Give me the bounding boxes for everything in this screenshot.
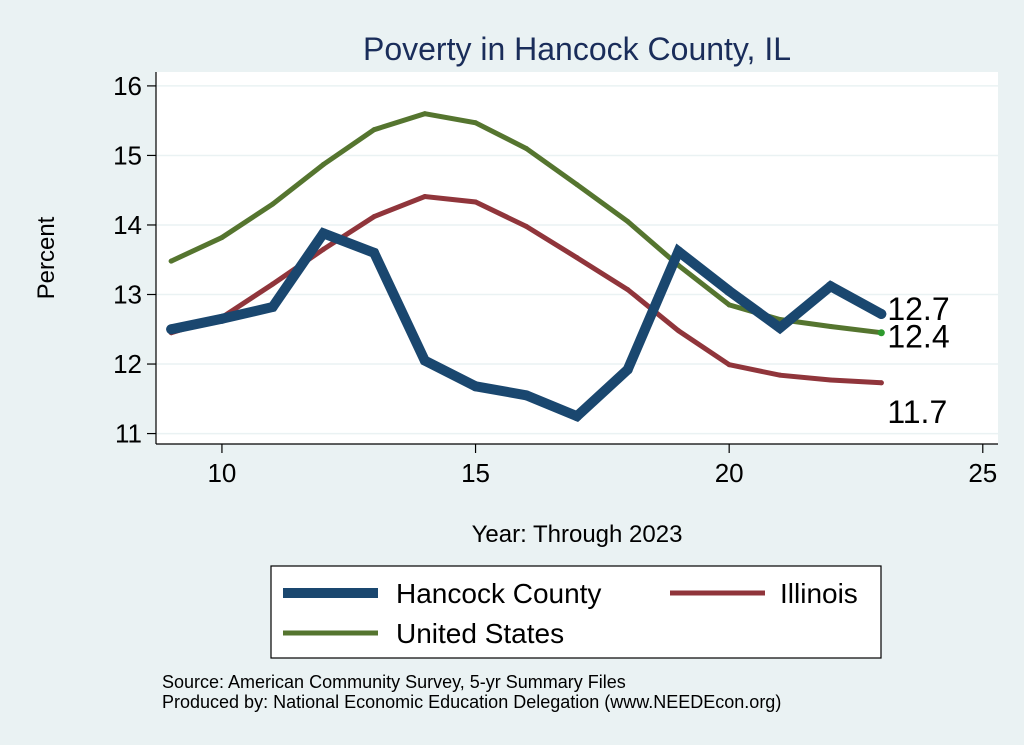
end-labels: 12.4 11.7 12.7 bbox=[887, 291, 949, 430]
y-tick-label: 14 bbox=[113, 210, 142, 240]
data-point-hancock-county bbox=[216, 313, 227, 324]
y-tick-label: 11 bbox=[115, 419, 142, 449]
data-point-hancock-county bbox=[267, 302, 278, 313]
data-point-hancock-county bbox=[774, 322, 785, 333]
data-point-illinois bbox=[574, 255, 580, 261]
data-point-united-states bbox=[473, 120, 479, 126]
y-tick-label: 12 bbox=[113, 349, 142, 379]
source-note: Source: American Community Survey, 5-yr … bbox=[162, 672, 626, 692]
data-point-hancock-county bbox=[318, 228, 329, 239]
data-point-hancock-county bbox=[876, 308, 887, 319]
data-point-hancock-county bbox=[724, 286, 735, 297]
y-axis-label: Percent bbox=[33, 216, 60, 299]
data-point-hancock-county bbox=[470, 381, 481, 392]
end-label-illinois: 11.7 bbox=[887, 394, 947, 430]
y-tick-label: 13 bbox=[113, 280, 142, 310]
data-point-illinois bbox=[625, 287, 631, 293]
data-point-united-states bbox=[270, 201, 276, 207]
data-point-united-states bbox=[219, 234, 225, 240]
data-point-illinois bbox=[726, 362, 732, 368]
end-label-hancock-county: 12.7 bbox=[887, 291, 949, 327]
legend-label-hancock: Hancock County bbox=[396, 578, 601, 609]
data-point-illinois bbox=[675, 328, 681, 334]
x-tick-label: 15 bbox=[461, 458, 490, 488]
data-point-illinois bbox=[320, 246, 326, 252]
data-point-hancock-county bbox=[419, 355, 430, 366]
y-tick-label: 15 bbox=[113, 140, 142, 170]
data-point-united-states bbox=[726, 302, 732, 308]
data-point-hancock-county bbox=[369, 247, 380, 258]
y-tick-label: 16 bbox=[113, 71, 142, 101]
produced-note: Produced by: National Economic Education… bbox=[162, 692, 781, 712]
chart-title: Poverty in Hancock County, IL bbox=[363, 31, 791, 67]
data-point-hancock-county bbox=[673, 246, 684, 257]
data-point-united-states bbox=[422, 111, 428, 117]
data-point-illinois bbox=[777, 372, 783, 378]
legend-box bbox=[270, 565, 882, 659]
data-point-illinois bbox=[828, 377, 834, 383]
data-point-hancock-county bbox=[622, 364, 633, 375]
data-point-united-states bbox=[320, 161, 326, 167]
end-label-united-states: 12.4 bbox=[887, 319, 949, 355]
x-tick-label: 25 bbox=[968, 458, 997, 488]
data-point-hancock-county bbox=[825, 281, 836, 292]
x-axis-ticks: 10 15 20 25 bbox=[207, 444, 997, 488]
data-point-united-states bbox=[574, 182, 580, 188]
x-tick-label: 10 bbox=[207, 458, 236, 488]
data-point-united-states bbox=[828, 323, 834, 329]
data-point-united-states bbox=[523, 145, 529, 151]
data-point-hancock-county bbox=[572, 411, 582, 422]
data-point-united-states bbox=[168, 258, 174, 264]
data-point-hancock-county bbox=[521, 390, 532, 401]
y-axis-ticks: 11 12 13 14 15 16 bbox=[113, 71, 156, 449]
x-tick-label: 20 bbox=[715, 458, 744, 488]
series-group bbox=[166, 111, 887, 423]
legend: Hancock County Illinois United States bbox=[270, 565, 882, 659]
data-point-united-states bbox=[371, 127, 377, 133]
end-marker-united-states bbox=[877, 329, 885, 337]
data-point-illinois bbox=[473, 199, 479, 205]
data-point-united-states bbox=[625, 218, 631, 224]
legend-label-illinois: Illinois bbox=[780, 578, 858, 609]
data-point-illinois bbox=[422, 193, 428, 199]
data-point-illinois bbox=[270, 281, 276, 287]
data-point-illinois bbox=[371, 214, 377, 220]
data-point-illinois bbox=[878, 380, 884, 386]
gridlines bbox=[156, 85, 998, 435]
legend-label-us: United States bbox=[396, 618, 564, 649]
x-axis-label: Year: Through 2023 bbox=[472, 521, 683, 548]
data-point-illinois bbox=[523, 223, 529, 229]
data-point-hancock-county bbox=[166, 324, 177, 335]
